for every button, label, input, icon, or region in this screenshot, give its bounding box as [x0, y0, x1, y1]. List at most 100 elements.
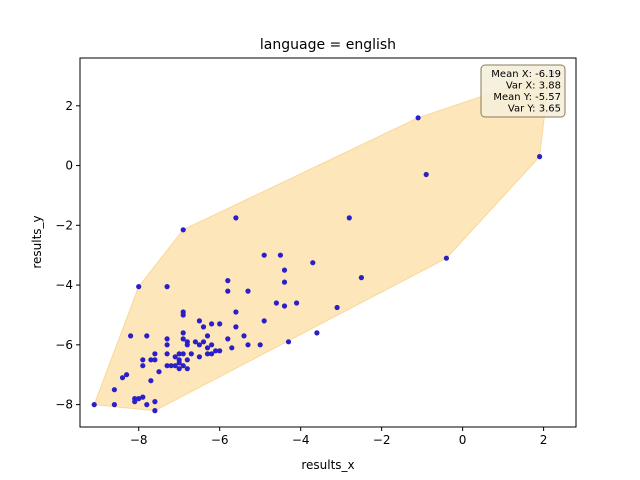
- scatter-point: [281, 279, 288, 285]
- scatter-point: [217, 321, 223, 327]
- scatter-point: [136, 284, 142, 290]
- scatter-point: [91, 402, 97, 408]
- scatter-point: [164, 284, 170, 290]
- scatter-point: [172, 363, 178, 369]
- scatter-point: [184, 342, 190, 348]
- scatter-point: [164, 351, 170, 357]
- scatter-point: [172, 354, 178, 360]
- stats-line: Var Y: 3.65: [508, 104, 561, 115]
- scatter-point: [204, 351, 211, 357]
- scatter-point: [180, 227, 186, 233]
- x-tick-label: −8: [130, 433, 148, 447]
- scatter-point: [124, 372, 130, 378]
- scatter-point: [168, 363, 174, 369]
- y-tick-label: −8: [55, 398, 73, 412]
- y-tick-label: −4: [55, 278, 73, 292]
- scatter-point: [285, 339, 292, 345]
- scatter-point: [180, 312, 186, 318]
- scatter-point: [140, 357, 146, 363]
- scatter-point: [144, 402, 150, 408]
- scatter-point: [209, 342, 215, 348]
- scatter-point: [184, 366, 190, 372]
- scatter-point: [277, 252, 283, 258]
- scatter-point: [257, 342, 263, 348]
- scatter-point: [164, 342, 170, 348]
- scatter-point: [188, 351, 194, 357]
- x-axis-label: results_x: [301, 458, 354, 472]
- scatter-point: [281, 267, 288, 273]
- scatter-point: [225, 336, 231, 342]
- scatter-point: [200, 339, 207, 345]
- scatter-point: [225, 278, 231, 284]
- scatter-point: [358, 275, 364, 281]
- scatter-point: [233, 324, 239, 330]
- scatter-point: [294, 300, 300, 306]
- x-tick-label: 2: [540, 433, 548, 447]
- stats-line: Mean Y: -5.57: [493, 92, 561, 103]
- y-tick-label: −2: [55, 218, 73, 232]
- scatter-point: [164, 363, 170, 369]
- scatter-point: [443, 255, 449, 261]
- scatter-point: [176, 366, 182, 372]
- scatter-point: [233, 215, 239, 221]
- scatter-point: [148, 357, 154, 363]
- scatter-point: [111, 387, 117, 393]
- scatter-point: [415, 115, 421, 121]
- scatter-point: [334, 304, 340, 311]
- scatter-point: [209, 351, 215, 357]
- scatter-point: [184, 357, 190, 363]
- x-tick-label: −4: [292, 433, 310, 447]
- scatter-point: [241, 333, 247, 339]
- x-tick-label: 0: [459, 433, 467, 447]
- x-tick-label: −6: [211, 433, 229, 447]
- scatter-point: [209, 321, 215, 327]
- scatter-point: [176, 360, 182, 366]
- scatter-point: [152, 408, 158, 414]
- scatter-point: [192, 339, 198, 345]
- scatter-point: [217, 348, 223, 354]
- scatter-point: [180, 363, 186, 369]
- scatter-point: [233, 309, 239, 315]
- scatter-point: [180, 336, 186, 342]
- scatter-point: [245, 342, 251, 348]
- scatter-point: [537, 154, 543, 160]
- scatter-point: [261, 318, 267, 324]
- scatter-point: [273, 300, 279, 306]
- y-tick-label: −6: [55, 338, 73, 352]
- scatter-point: [140, 394, 146, 400]
- stats-line: Mean X: -6.19: [491, 69, 561, 80]
- scatter-point: [132, 396, 138, 402]
- scatter-point: [164, 336, 170, 342]
- y-tick-label: 0: [65, 159, 73, 173]
- scatter-point: [119, 375, 126, 381]
- scatter-point: [180, 351, 186, 357]
- scatter-point: [156, 369, 162, 375]
- scatter-point: [111, 402, 117, 408]
- scatter-point: [281, 303, 288, 309]
- scatter-point: [196, 342, 202, 348]
- scatter-point: [200, 324, 207, 330]
- scatter-point: [346, 215, 352, 221]
- axes-frame: [79, 57, 577, 428]
- scatter-point: [148, 378, 154, 384]
- scatter-point: [176, 351, 182, 357]
- scatter-point: [229, 345, 235, 351]
- scatter-point: [204, 345, 211, 351]
- scatter-point: [152, 399, 158, 405]
- stats-box-background: [480, 64, 566, 118]
- scatter-point: [204, 333, 211, 339]
- scatter-point: [152, 351, 158, 357]
- scatter-point: [152, 357, 158, 363]
- scatter-point: [423, 171, 429, 178]
- scatter-point: [196, 318, 202, 324]
- scatter-point: [144, 333, 150, 339]
- axis-ticks: −8 −6 −4 −2 0 2 −8 −6 −4 −2 0 2: [55, 99, 547, 447]
- scatter-point: [225, 288, 231, 294]
- scatter-point: [180, 330, 186, 336]
- stats-line: Var X: 3.88: [506, 81, 561, 92]
- y-tick-label: 2: [65, 99, 73, 113]
- y-axis-label: results_y: [30, 215, 44, 268]
- scatter-point: [314, 330, 320, 336]
